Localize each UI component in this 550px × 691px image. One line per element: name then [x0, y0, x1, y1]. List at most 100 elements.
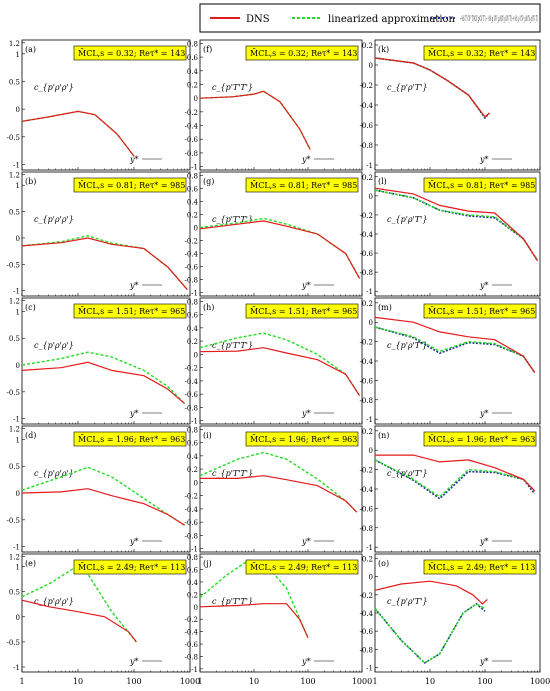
y-tick-label: -0.2 — [185, 493, 199, 501]
y-tick-label: 1.2 — [9, 426, 20, 434]
y-tick-label: 0 — [194, 479, 198, 487]
y-tick-label: -1 — [191, 546, 198, 554]
y-tick-label: 1 — [16, 182, 20, 190]
panel-k: 0.2 0 -0.2 -0.4 -0.6 -0.8 -1 (k) c_{p'ρ'T'} M̄CL,… — [360, 39, 541, 171]
parameter-box — [423, 303, 537, 319]
panel-c: 1.2 1 0.5 0 -0.5 -1 (c) c_{p'ρ'ρ'} M̄CL,s = 1.51… — [7, 297, 191, 425]
series-dns — [21, 110, 135, 157]
y-tick-label: 0.5 — [9, 463, 20, 471]
y-tick-label: 0.2 — [362, 556, 373, 564]
panel-letter: (l) — [378, 177, 387, 186]
panel-frame — [199, 171, 363, 297]
panel-ylabel: c_{p'T'T'} — [212, 83, 253, 92]
panel-frame — [374, 425, 541, 553]
y-tick-label: 0.5 — [9, 335, 20, 343]
y-tick-label: -0.8 — [360, 269, 374, 277]
y-tick-label: -1 — [191, 418, 198, 426]
panel-h: 0.8 0.6 0.4 0.2 0 -0.2 -0.4 -0.6 -0.8 -1 (h) c_{p'T… — [185, 297, 363, 426]
y-tick-label: 0.6 — [187, 54, 199, 62]
y-tick-label: -0.8 — [185, 653, 199, 661]
y-tick-label: -0.6 — [185, 136, 199, 144]
y-tick-label: -0.8 — [360, 142, 374, 150]
parameter-box — [245, 431, 359, 447]
y-tick-label: 1.2 — [9, 40, 20, 48]
y-tick-label: -0.6 — [185, 641, 199, 649]
y-tick-label: 0 — [16, 490, 20, 498]
y-tick-label: -0.6 — [185, 391, 199, 399]
y-tick-label: 0.6 — [187, 185, 199, 193]
legend-model-label: −⅓S_T′ CV²_T′/(CV_p′CV_T′) − ⅓S_p′ CV²_ρ… — [460, 15, 538, 23]
panel-letter: (n) — [378, 431, 389, 440]
parameter-box — [73, 431, 187, 447]
x-axis-label: y* — [301, 657, 311, 666]
panel-e: 1.2 1 0.5 0 -0.5 -1 (e) c_{p'ρ'ρ'} M̄CL,s = 2.49… — [7, 554, 191, 673]
y-tick-label: -0.5 — [7, 134, 21, 142]
panel-letter: (k) — [378, 45, 389, 54]
y-tick-label: 0.5 — [9, 589, 20, 597]
y-tick-label: -0.6 — [360, 505, 374, 513]
y-tick-label: -0.2 — [185, 365, 199, 373]
y-tick-label: 1 — [16, 564, 20, 572]
panel-i: 0.8 0.6 0.4 0.2 0 -0.2 -0.4 -0.6 -0.8 -1 (i) c_{p'T… — [185, 425, 363, 554]
parameter-box — [423, 177, 537, 193]
y-tick-label: 0.6 — [187, 440, 199, 448]
x-axis-label: y* — [301, 537, 311, 546]
x-tick-label: 1 — [19, 677, 24, 686]
series-dns — [199, 347, 361, 396]
y-tick-label: -0.2 — [185, 109, 199, 117]
y-tick-label: -1 — [13, 161, 20, 169]
y-tick-label: -1 — [366, 664, 373, 672]
x-axis-label: y* — [129, 155, 139, 164]
series-dns — [21, 599, 137, 643]
panel-ylabel: c_{p'ρ'ρ'} — [34, 597, 74, 606]
series-linearized — [374, 189, 539, 262]
parameter-text: M̄CL,s = 1.96; Reτ* = 963 — [78, 435, 185, 444]
x-axis-label: y* — [479, 281, 489, 290]
x-tick-label: 1 — [197, 677, 202, 686]
y-tick-label: 0.8 — [187, 298, 198, 306]
y-tick-label: 0.5 — [9, 209, 20, 217]
panel-letter: (d) — [25, 431, 36, 440]
panel-letter: (h) — [203, 303, 214, 312]
panel-letter: (i) — [203, 431, 212, 440]
y-tick-label: 0.4 — [187, 68, 199, 76]
y-tick-label: -1 — [366, 544, 373, 552]
panel-m: 0.2 0 -0.2 -0.4 -0.6 -0.8 -1 (m) c_{p'ρ'T'} M̄CL,… — [360, 297, 541, 425]
panel-letter: (o) — [378, 559, 389, 568]
y-tick-label: 0.8 — [187, 426, 198, 434]
parameter-text: M̄CL,s = 0.32; Reτ* = 143 — [250, 49, 357, 58]
y-tick-label: 0.2 — [187, 591, 198, 599]
y-tick-label: -1 — [191, 164, 198, 172]
parameter-box — [73, 303, 187, 319]
panel-ylabel: c_{p'T'T'} — [212, 469, 253, 478]
y-tick-label: 0.2 — [187, 466, 198, 474]
series-dns — [374, 316, 536, 373]
y-tick-label: 0.2 — [187, 211, 198, 219]
y-tick-label: -0.4 — [185, 378, 199, 386]
x-tick-label: 10 — [425, 677, 435, 686]
y-tick-label: 0.4 — [187, 453, 199, 461]
panel-letter: (m) — [378, 303, 392, 312]
panel-n: 0.2 0 -0.2 -0.4 -0.6 -0.8 -1 (n) c_{p'ρ'T'} M̄CL,… — [360, 425, 541, 553]
legend-linear-label: linearized approximation — [328, 14, 456, 25]
y-tick-label: -1 — [13, 664, 20, 672]
panel-ylabel: c_{p'ρ'ρ'} — [34, 215, 74, 224]
y-tick-label: 0 — [369, 62, 373, 70]
parameter-box — [423, 431, 537, 447]
y-tick-label: -1 — [366, 288, 373, 296]
y-tick-label: 1.2 — [9, 172, 20, 180]
y-tick-label: -0.4 — [185, 629, 199, 637]
series-dns — [374, 187, 539, 262]
y-tick-label: 1 — [16, 436, 20, 444]
y-tick-label: 1 — [16, 51, 20, 59]
x-tick-label: 100 — [477, 677, 492, 686]
y-tick-label: -0.5 — [7, 389, 21, 397]
y-tick-label: -1 — [366, 162, 373, 170]
x-tick-label: 1 — [372, 677, 377, 686]
y-tick-label: 0 — [194, 95, 198, 103]
parameter-box — [73, 45, 187, 61]
y-tick-label: 0.4 — [187, 579, 199, 587]
parameter-box — [423, 559, 537, 575]
series-linearized — [199, 451, 358, 513]
